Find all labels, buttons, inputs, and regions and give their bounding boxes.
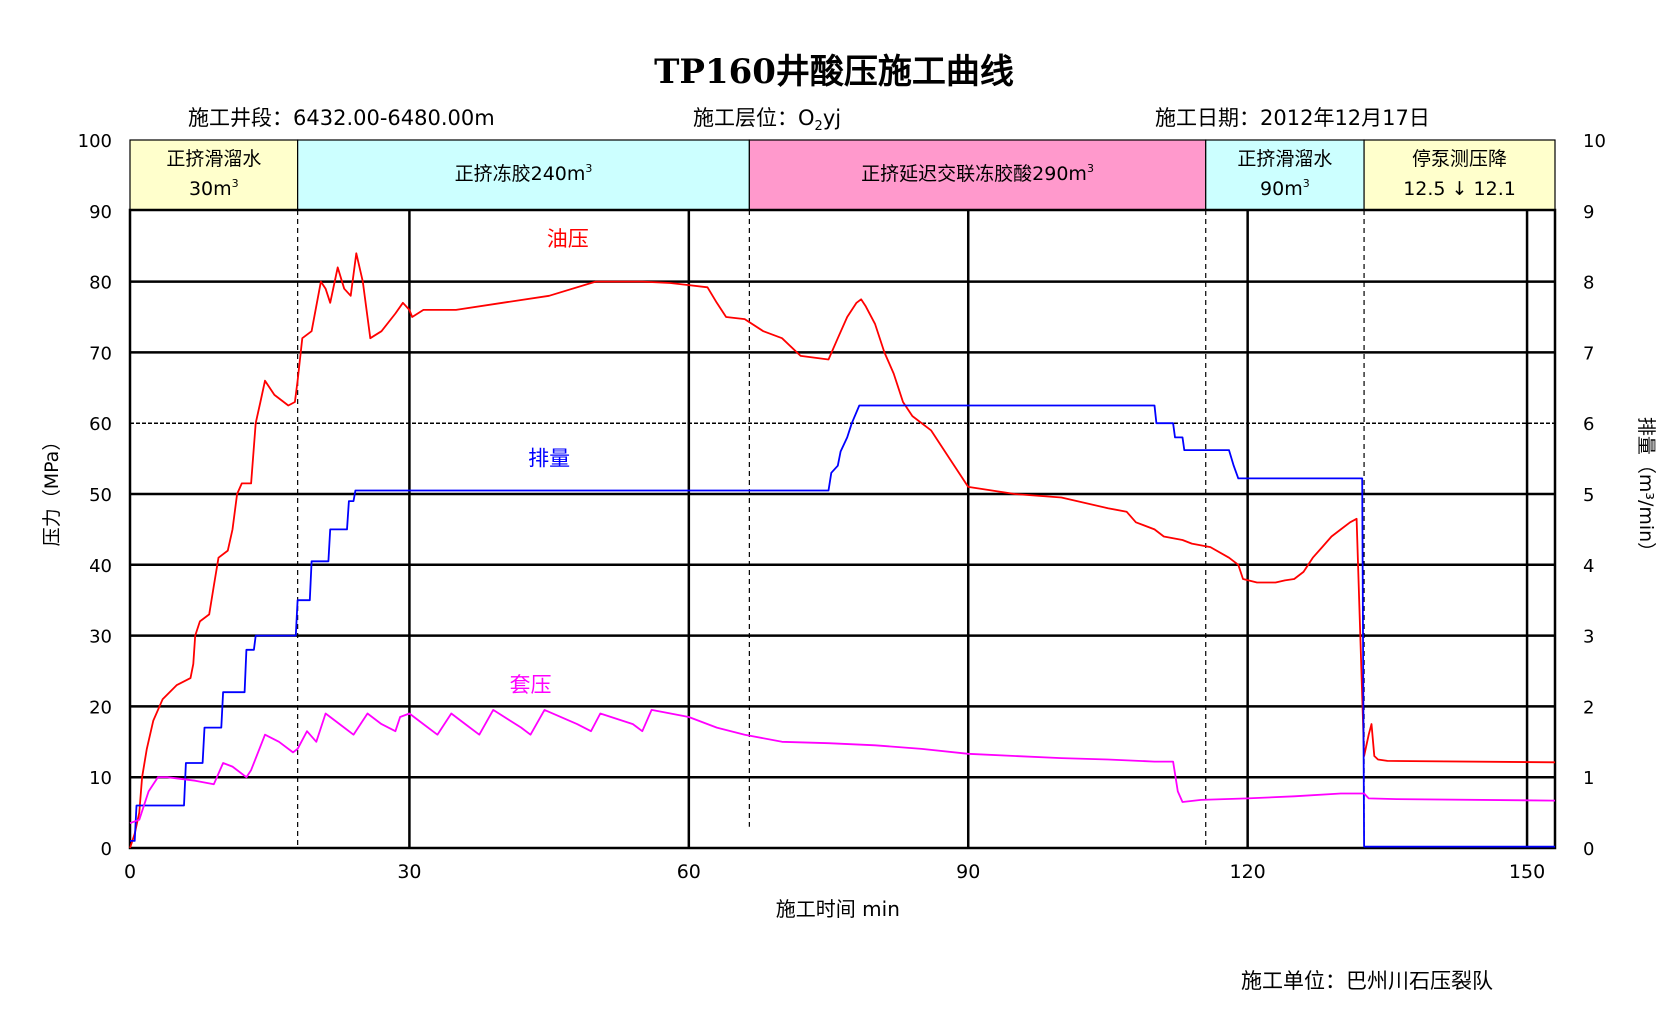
y2-tick-10: 10	[1583, 131, 1606, 152]
y2-tick-9: 9	[1583, 202, 1594, 223]
stage-band-4	[1205, 139, 1365, 211]
series-label-2: 排量	[528, 447, 570, 471]
series-line-3	[129, 709, 1556, 825]
formation-sub: 2	[814, 119, 823, 135]
y2-tick-6: 6	[1583, 414, 1594, 435]
series-label-3: 套压	[509, 673, 551, 697]
y-tick-80: 80	[89, 273, 112, 294]
y-tick-40: 40	[89, 556, 112, 577]
y2-tick-1: 1	[1583, 768, 1594, 789]
construction-date: 施工日期：2012年12月17日	[1155, 106, 1430, 130]
y2-tick-2: 2	[1583, 697, 1594, 718]
x-tick-150: 150	[1509, 861, 1545, 883]
stage-label-4: 正挤滑溜水	[1237, 148, 1332, 170]
y-axis-label: 压力（MPa）	[41, 432, 63, 547]
stage-band-1	[129, 139, 299, 211]
y-tick-30: 30	[89, 627, 112, 648]
stage-band-3	[748, 139, 1207, 211]
y2-tick-0: 0	[1583, 839, 1594, 860]
formation-main: O	[798, 106, 815, 130]
y2-tick-3: 3	[1583, 627, 1594, 648]
stage-label-3: 正挤延迟交联冻胶酸290m3	[861, 162, 1094, 185]
stage-label-5: 停泵测压降	[1412, 148, 1507, 170]
stage-band-5	[1363, 139, 1556, 211]
x-axis-label: 施工时间 min	[776, 897, 900, 921]
x-tick-0: 0	[124, 861, 136, 883]
formation-label: 施工层位：	[693, 106, 798, 130]
y-tick-70: 70	[89, 343, 112, 364]
y-tick-100: 100	[78, 131, 112, 152]
x-tick-30: 30	[397, 861, 421, 883]
well-section: 施工井段：6432.00-6480.00m	[188, 106, 495, 130]
x-tick-120: 120	[1230, 861, 1266, 883]
y-tick-20: 20	[89, 697, 112, 718]
stage-volume-4: 90m3	[1260, 177, 1310, 200]
series-line-2	[130, 404, 1555, 848]
stage-volume-5: 12.5 ↓ 12.1	[1403, 178, 1516, 200]
stage-label-1: 正挤滑溜水	[166, 148, 261, 170]
y-tick-10: 10	[89, 768, 112, 789]
y2-tick-5: 5	[1583, 485, 1594, 506]
y2-axis-label: 排量（m³/min）	[1635, 417, 1657, 561]
stage-bands: 正挤滑溜水 30m3 正挤冻胶240m3 正挤延迟交联冻胶酸290m3 正挤滑溜水 90m…	[129, 139, 1556, 211]
chart-title: TP160井酸压施工曲线	[654, 52, 1014, 92]
y2-tick-7: 7	[1583, 343, 1594, 364]
construction-unit: 施工单位：巴州川石压裂队	[1241, 969, 1493, 993]
y-tick-50: 50	[89, 485, 112, 506]
series-label-1: 油压	[547, 227, 589, 251]
stage-band-2	[297, 139, 750, 211]
formation-tail: yj	[822, 106, 842, 130]
y-tick-90: 90	[89, 202, 112, 223]
y-tick-0: 0	[101, 839, 112, 860]
stage-volume-1: 30m3	[189, 177, 239, 200]
x-tick-60: 60	[677, 861, 701, 883]
y2-tick-8: 8	[1583, 273, 1594, 294]
series-line-1	[129, 252, 1556, 849]
formation: 施工层位：O2yj	[693, 102, 841, 134]
stage-label-2: 正挤冻胶240m3	[455, 162, 593, 185]
y-tick-60: 60	[89, 414, 112, 435]
x-tick-90: 90	[956, 861, 980, 883]
y2-tick-4: 4	[1583, 556, 1594, 577]
